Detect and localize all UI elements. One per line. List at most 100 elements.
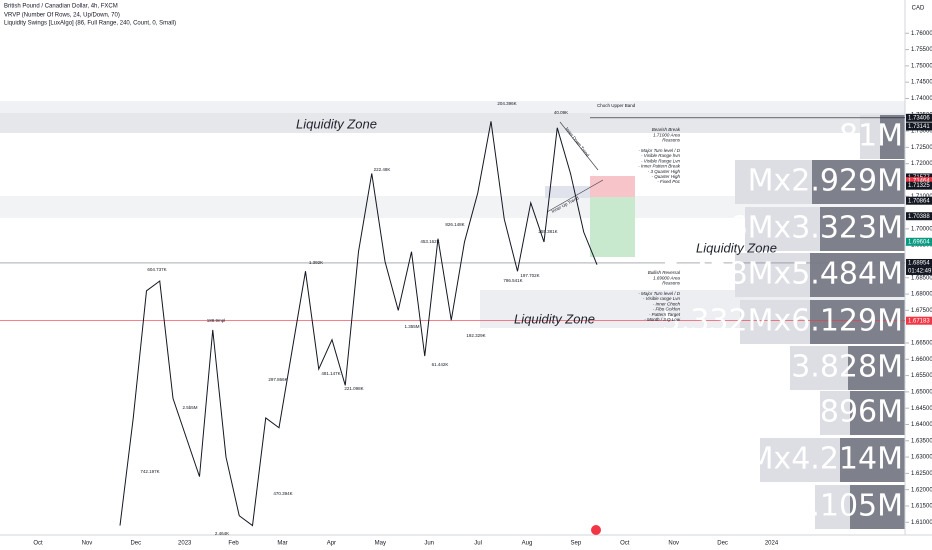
price-label: 1.75000: [911, 63, 932, 69]
price-label: 1.76000: [911, 31, 932, 37]
vp-label: 5.428Mx5.484M: [662, 257, 903, 292]
note-line: - Visible Range hvn: [641, 153, 680, 158]
note-line: - Major Turn level / D: [638, 148, 680, 153]
note-line: - Fibo Golden: [653, 307, 681, 312]
time-label: Aug: [522, 541, 533, 547]
symbol-title: British Pound / Canadian Dollar, 4h, FXC…: [4, 4, 118, 10]
target-box: [590, 197, 635, 257]
time-label: Mar: [277, 541, 287, 547]
price-badge-label: 1.71325: [908, 183, 930, 189]
swing-label: 2.464K: [215, 531, 229, 536]
time-label: Feb: [228, 541, 239, 547]
price-label: 1.65000: [911, 389, 932, 395]
swing-label: 222.48K: [374, 167, 391, 172]
price-badge-label: 1.73406: [908, 115, 930, 121]
price-label: 1.61000: [911, 520, 932, 526]
swing-label: 470.394K: [273, 491, 292, 496]
vp-down: [850, 391, 905, 435]
price-label: 1.72000: [911, 161, 932, 167]
price-badge: [906, 181, 932, 190]
time-label: Nov: [668, 541, 679, 547]
note-line: - Pattern Target: [649, 312, 681, 317]
swing-label: 188.9mpl: [207, 318, 226, 323]
price-label: 1.73000: [911, 129, 932, 135]
vp-label: Mx2.896M: [748, 395, 903, 430]
swing-label: 197.702K: [520, 273, 539, 278]
price-label: 1.67500: [911, 308, 932, 314]
vp-down: [880, 115, 905, 159]
trend-line: [559, 121, 599, 171]
swing-label: 255.381K: [538, 229, 557, 234]
swing-label: 604.737K: [147, 267, 166, 272]
zone-band: [0, 196, 905, 218]
drawing-label: Choch Upper Band: [597, 103, 636, 108]
price-label: 1.74000: [911, 96, 932, 102]
price-badge-label: 1.67183: [908, 318, 930, 324]
vp-label: Mx3.105M: [748, 489, 903, 524]
event-icon[interactable]: [591, 525, 601, 535]
vp-label: 81M: [839, 119, 903, 154]
vp-down: [810, 253, 905, 297]
price-badge-label: 1.68954: [908, 261, 930, 267]
price-badge: [906, 177, 932, 186]
swing-label: 1.355M: [404, 324, 419, 329]
price-label: 1.64500: [911, 406, 932, 412]
time-label: Dec: [717, 541, 728, 547]
price-label: 1.62000: [911, 487, 932, 493]
note-line: Bearish Break: [652, 127, 681, 132]
swing-label: 1.392K: [309, 260, 323, 265]
time-label: Oct: [620, 541, 630, 547]
currency: CAD: [912, 6, 925, 12]
swing-label: 221.098K: [344, 386, 363, 391]
note-line: - Fixed Poc: [657, 179, 681, 184]
swing-label: 61.442K: [432, 362, 449, 367]
price-badge-label: 1.69604: [908, 239, 930, 245]
swing-label: 192.329K: [466, 333, 485, 338]
note-line: - Quarter High: [651, 174, 680, 179]
price-badge: [906, 212, 932, 221]
vp-down: [850, 485, 905, 529]
price-label: 1.66500: [911, 341, 932, 347]
time-label: May: [375, 541, 386, 547]
time-label: Apr: [327, 541, 336, 547]
vp-down: [812, 160, 905, 204]
countdown: 01:42:49: [908, 269, 932, 275]
note-line: 1.71000 Area: [653, 132, 680, 137]
note-line: - Inner Choch: [653, 301, 681, 306]
vp-label: 5.332Mx6.129M: [662, 304, 903, 339]
zone-band: [0, 113, 905, 133]
time-label: Jun: [424, 541, 434, 547]
note-line: Reasons: [662, 138, 681, 143]
price-badge-label: 1.70864: [908, 198, 930, 204]
price-label: 1.62500: [911, 471, 932, 477]
price-badge: [906, 196, 932, 205]
price-label: 1.68500: [911, 275, 932, 281]
swing-label: 742.197K: [140, 469, 159, 474]
vp-label: Mx2.929M: [748, 164, 903, 199]
price-label: 1.72500: [911, 145, 932, 151]
vp-label: 85Mx3.828M: [709, 350, 903, 385]
note-line: - Visible range Lvn: [643, 296, 681, 301]
price-label: 1.63500: [911, 438, 932, 444]
time-label: Jul: [474, 541, 482, 547]
swing-label: 2.5b5M: [182, 405, 197, 410]
price-label: 1.63000: [911, 455, 932, 461]
price-label: 1.70000: [911, 226, 932, 232]
swing-label: 453.162K: [420, 239, 439, 244]
note-line: - Inner Pattern Break: [638, 164, 681, 169]
note-line: Bullish Reversal: [648, 270, 681, 275]
zone-label: Liquidity Zone: [514, 311, 595, 326]
price-label: 1.75500: [911, 47, 932, 53]
price-label: 1.68000: [911, 292, 932, 298]
trend-line: [546, 179, 604, 213]
time-label: Nov: [82, 541, 93, 547]
note-line: - Visible Range Lvn: [641, 158, 680, 163]
price-line: [119, 121, 598, 527]
vp-down: [848, 346, 905, 390]
price-badge-label: 1.73141: [908, 124, 930, 130]
indicator: VRVP (Number Of Rows, 24, Up/Down, 70): [4, 13, 120, 19]
swing-label: 297.866K: [268, 377, 287, 382]
note-line: - 3 Quarter High: [648, 169, 681, 174]
stop-box: [590, 176, 635, 197]
